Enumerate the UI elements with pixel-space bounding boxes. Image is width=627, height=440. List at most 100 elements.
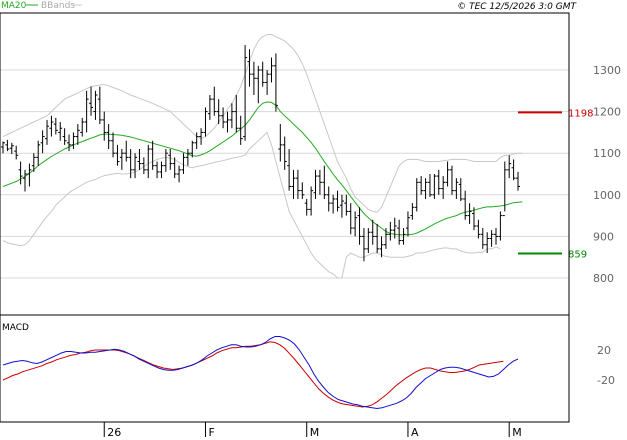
bbands-lower-line: [2, 131, 501, 279]
x-tick-label: M: [512, 426, 522, 439]
ohlc-bar: [454, 178, 459, 199]
ohlc-bar: [203, 107, 208, 137]
ohlc-bar: [106, 124, 111, 150]
ohlc-bar: [291, 169, 296, 199]
ohlc-bar: [493, 228, 498, 245]
price-y-tick-label: 1300: [593, 64, 621, 77]
ohlc-bar: [287, 149, 292, 191]
ohlc-bar: [335, 190, 340, 212]
ohlc-bar: [502, 161, 507, 217]
ohlc-bar: [441, 176, 446, 199]
ohlc-bar: [357, 207, 362, 245]
price-y-axis: 1300 1200 1100 1000 900 800: [593, 64, 621, 285]
price-y-tick-label: 900: [593, 230, 614, 243]
ohlc-bar: [31, 153, 36, 172]
ohlc-bar: [58, 122, 63, 141]
ohlc-bar: [251, 61, 256, 95]
resistance-level-label: 1198: [568, 108, 593, 119]
ohlc-bar: [485, 232, 490, 254]
support-level-label: 859: [568, 249, 587, 260]
ohlc-bar: [168, 149, 173, 170]
ohlc-bar: [401, 228, 406, 245]
legend-bbands-label: BBands: [41, 1, 75, 11]
ohlc-bar: [194, 132, 199, 150]
ohlc-bars: [1, 45, 520, 262]
ohlc-bar: [423, 178, 428, 199]
ohlc-bar: [18, 161, 23, 185]
ohlc-bar: [273, 53, 278, 112]
ohlc-bar: [137, 149, 142, 170]
x-tick-label: F: [208, 426, 214, 439]
ohlc-bar: [507, 155, 512, 179]
ma20-series-line: [2, 101, 523, 236]
macd-title: MACD: [2, 323, 29, 333]
ohlc-bar: [516, 171, 520, 191]
macd-y-tick-label: 20: [597, 344, 611, 357]
bbands-upper-line: [2, 34, 523, 213]
ohlc-bar: [379, 236, 384, 258]
ohlc-bar: [84, 90, 89, 133]
macd-y-axis: 20 -20: [597, 344, 615, 387]
ohlc-bar: [317, 169, 322, 195]
ohlc-bar: [432, 174, 437, 199]
ohlc-bar: [89, 86, 94, 116]
ohlc-bar: [361, 228, 366, 262]
ohlc-bar: [463, 190, 468, 220]
macd-lines: [2, 336, 519, 410]
ohlc-bar: [163, 149, 168, 172]
ohlc-bar: [498, 211, 503, 241]
ohlc-bar: [458, 178, 463, 202]
ohlc-bar: [181, 153, 186, 174]
ohlc-bar: [53, 117, 58, 135]
ohlc-bar: [146, 144, 151, 179]
ohlc-bar: [234, 94, 239, 133]
ohlc-bar: [177, 165, 182, 183]
copyright-text: © TEC 12/5/2026 3:0 GMT: [457, 2, 577, 12]
x-tick-label: 26: [107, 426, 121, 439]
ohlc-bar: [331, 194, 336, 214]
ohlc-bar: [62, 128, 67, 145]
ohlc-bar: [243, 45, 248, 141]
ohlc-bar: [383, 228, 388, 249]
ohlc-bar: [133, 153, 138, 179]
ohlc-bar: [269, 57, 274, 83]
ohlc-bar: [397, 219, 402, 245]
ohlc-bar: [119, 149, 124, 170]
price-y-tick-label: 1000: [593, 189, 621, 202]
x-tick-label: M: [310, 426, 320, 439]
ohlc-bar: [238, 115, 243, 145]
ohlc-bar: [221, 107, 226, 129]
bollinger-bands: [2, 34, 523, 279]
ohlc-bar: [304, 198, 309, 216]
ohlc-bar: [476, 219, 481, 239]
ohlc-bar: [97, 86, 102, 125]
ohlc-bar: [1, 141, 5, 154]
ohlc-bar: [471, 207, 476, 231]
ohlc-bar: [300, 182, 305, 199]
ohlc-bar: [27, 163, 32, 187]
ohlc-bar: [405, 211, 410, 237]
ohlc-bar: [414, 178, 419, 212]
x-tick-label: A: [411, 426, 419, 439]
ohlc-bar: [370, 219, 375, 245]
ohlc-bar: [67, 134, 72, 152]
ohlc-bar: [326, 186, 331, 212]
ohlc-bar: [348, 203, 353, 235]
ohlc-bar: [155, 161, 160, 179]
price-y-tick-label: 1200: [593, 106, 621, 119]
ohlc-bar: [225, 111, 230, 133]
macd-main-line: [2, 336, 519, 410]
ohlc-bar: [23, 169, 28, 192]
ma20-line: [2, 101, 523, 236]
ohlc-bar: [256, 65, 261, 104]
ohlc-bar: [436, 169, 441, 195]
ohlc-bar: [14, 145, 19, 160]
ohlc-bar: [511, 159, 516, 181]
price-y-tick-label: 1100: [593, 147, 621, 160]
ohlc-bar: [467, 203, 472, 224]
ohlc-bar: [115, 144, 120, 166]
ohlc-bar: [445, 161, 450, 187]
ohlc-bar: [427, 174, 432, 197]
